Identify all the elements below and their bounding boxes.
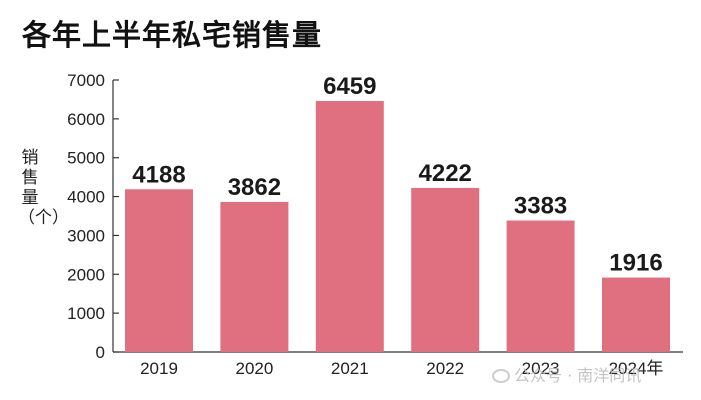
bar [506,220,575,352]
x-tick-label: 2024年 [609,359,664,378]
bar-value-label: 4188 [132,161,185,188]
x-tick-label: 2020 [235,359,273,378]
bar [220,201,289,352]
bar-value-label: 1916 [609,250,662,277]
y-tick-label: 0 [96,343,105,362]
bar [125,189,193,352]
wechat-icon [492,369,510,383]
y-tick-label: 7000 [67,71,105,90]
x-tick-label: 2019 [140,359,178,378]
x-tick-label: 2023 [522,359,560,378]
watermark: 公众号 · 南洋同讯 [492,362,641,386]
bar-value-label: 3862 [228,174,281,201]
chart-title: 各年上半年私宅销售量 [22,18,323,52]
bar [602,277,670,352]
y-tick-label: 2000 [67,265,105,284]
watermark-text: 公众号 · 南洋同讯 [514,366,642,385]
y-tick-label: 1000 [67,304,105,323]
bars [125,101,670,352]
y-tick-label: 5000 [67,149,105,168]
y-tick-label: 3000 [67,226,105,245]
bar-value-label: 4222 [419,160,472,187]
y-tick-label: 4000 [67,188,105,207]
bar-value-label: 3383 [514,193,567,220]
axes [112,79,683,353]
y-tick-label: 6000 [67,110,105,129]
bar [315,101,384,352]
labels: 0 1000 2000 3000 4000 5000 6000 7000 4188 2019 386… [67,71,663,378]
bar [411,187,480,352]
x-tick-label: 2021 [331,359,369,378]
x-tick-label: 2022 [426,359,464,378]
bar-value-label: 6459 [323,73,376,100]
